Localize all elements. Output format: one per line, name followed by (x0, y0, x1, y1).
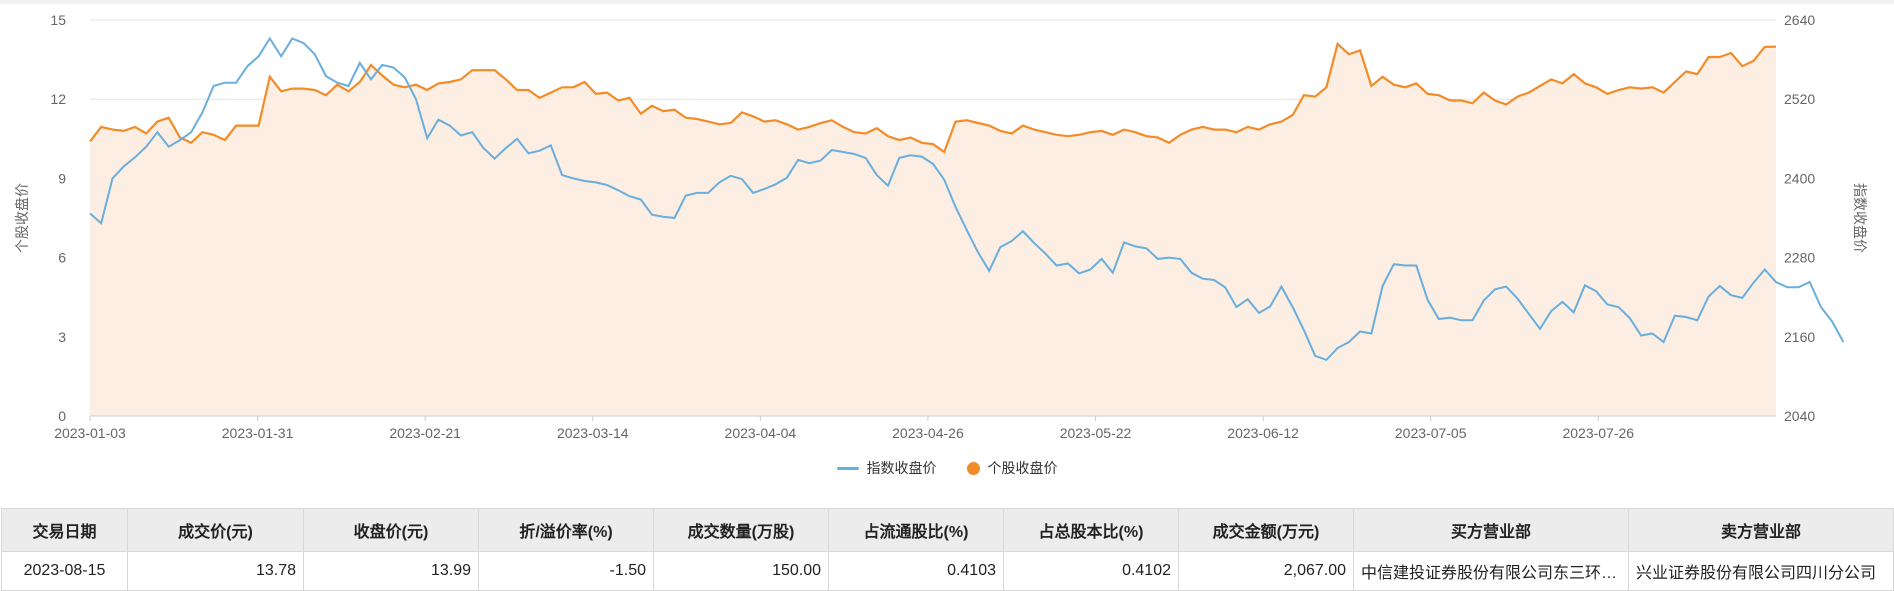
y-right-tick: 2040 (1784, 408, 1815, 424)
x-tick: 2023-02-21 (389, 425, 461, 441)
y-left-tick: 12 (50, 91, 66, 107)
stock-area-fill (90, 43, 1776, 417)
price-chart: 0 3 6 9 12 15 2040 2160 2280 2400 2520 2640 2023-0… (14, 12, 1868, 441)
y-left-tick: 0 (58, 408, 66, 424)
block-trade-table: 交易日期 成交价(元) 收盘价(元) 折/溢价率(%) 成交数量(万股) 占流通… (1, 508, 1894, 591)
cell-amount: 2,067.00 (1178, 551, 1354, 591)
x-tick: 2023-07-26 (1562, 425, 1634, 441)
header-amount[interactable]: 成交金额(万元) (1178, 508, 1354, 552)
header-trade-price[interactable]: 成交价(元) (127, 508, 304, 552)
y-right-axis-title: 指数收盘价 (1852, 183, 1868, 253)
legend-label-stock: 个股收盘价 (987, 460, 1058, 476)
legend-dot-icon (966, 461, 980, 475)
chart-legend: 指数收盘价 个股收盘价 (0, 458, 1894, 478)
x-tick: 2023-07-05 (1395, 425, 1467, 441)
y-left-tick-labels: 0 3 6 9 12 15 (50, 12, 66, 424)
cell-seller[interactable]: 兴业证券股份有限公司四川分公司 (1628, 551, 1894, 591)
y-left-tick: 6 (58, 250, 66, 266)
stock-line[interactable] (89, 41, 1777, 154)
cell-close-price: 13.99 (303, 551, 479, 591)
header-float-ratio[interactable]: 占流通股比(%) (828, 508, 1004, 552)
legend-item-stock[interactable]: 个股收盘价 (966, 458, 1058, 478)
cell-buyer[interactable]: 中信建投证券股份有限公司东三环中路证券营业部 (1353, 551, 1629, 591)
x-tick-labels: 2023-01-03 2023-01-31 2023-02-21 2023-03-14… (54, 416, 1634, 441)
y-right-tick-labels: 2040 2160 2280 2400 2520 2640 (1784, 12, 1815, 424)
cell-float-ratio: 0.4103 (828, 551, 1004, 591)
x-tick: 2023-05-22 (1060, 425, 1132, 441)
table-header-row: 交易日期 成交价(元) 收盘价(元) 折/溢价率(%) 成交数量(万股) 占流通… (1, 508, 1894, 552)
cell-volume: 150.00 (653, 551, 829, 591)
y-right-tick: 2520 (1784, 91, 1815, 107)
header-buyer[interactable]: 买方营业部 (1353, 508, 1629, 552)
y-right-tick: 2160 (1784, 329, 1815, 345)
index-line[interactable] (89, 36, 1845, 362)
cell-total-ratio: 0.4102 (1003, 551, 1179, 591)
y-right-tick: 2640 (1784, 12, 1815, 28)
cell-premium-rate: -1.50 (478, 551, 654, 591)
y-left-tick: 9 (58, 170, 66, 186)
legend-item-index[interactable]: 指数收盘价 (836, 458, 937, 478)
header-premium-rate[interactable]: 折/溢价率(%) (478, 508, 654, 552)
header-total-ratio[interactable]: 占总股本比(%) (1003, 508, 1179, 552)
header-close-price[interactable]: 收盘价(元) (303, 508, 479, 552)
header-volume[interactable]: 成交数量(万股) (653, 508, 829, 552)
y-left-tick: 15 (50, 12, 66, 28)
y-left-tick: 3 (58, 329, 66, 345)
header-seller[interactable]: 卖方营业部 (1628, 508, 1894, 552)
cell-trade-price: 13.78 (127, 551, 304, 591)
x-tick: 2023-01-31 (222, 425, 294, 441)
cell-trade-date: 2023-08-15 (1, 551, 128, 591)
x-tick: 2023-04-04 (725, 425, 797, 441)
x-tick: 2023-03-14 (557, 425, 629, 441)
top-divider (0, 0, 1894, 4)
legend-line-icon (836, 466, 859, 470)
header-trade-date[interactable]: 交易日期 (1, 508, 128, 552)
y-right-tick: 2280 (1784, 250, 1815, 266)
x-tick: 2023-06-12 (1227, 425, 1299, 441)
table-row: 2023-08-15 13.78 13.99 -1.50 150.00 0.41… (1, 551, 1894, 591)
y-left-axis-title: 个股收盘价 (14, 183, 30, 253)
x-tick: 2023-04-26 (892, 425, 964, 441)
y-right-tick: 2400 (1784, 170, 1815, 186)
legend-label-index: 指数收盘价 (866, 460, 937, 476)
x-tick: 2023-01-03 (54, 425, 126, 441)
